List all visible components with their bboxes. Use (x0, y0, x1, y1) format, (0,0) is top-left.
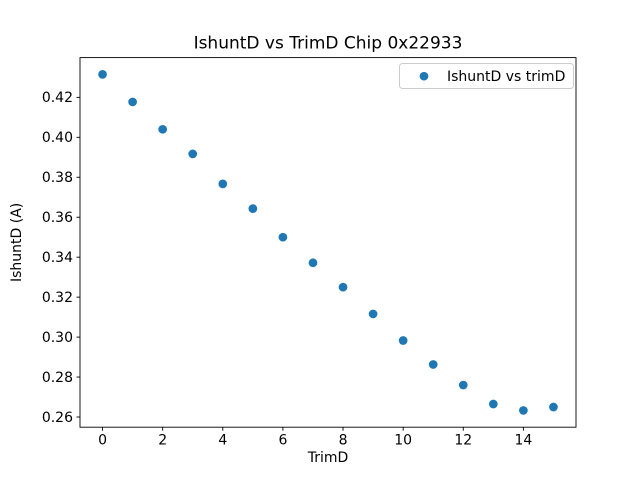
scatter-point (338, 282, 348, 292)
scatter-point (188, 149, 198, 159)
legend: IshuntD vs trimD (399, 63, 574, 89)
y-tick-label: 0.28 (42, 370, 73, 386)
y-tick-label: 0.30 (42, 330, 73, 346)
legend-box (399, 63, 574, 89)
scatter-point (549, 402, 558, 412)
scatter-point (218, 179, 228, 189)
y-tick-label: 0.38 (42, 170, 73, 186)
y-tick-label: 0.32 (42, 290, 73, 306)
x-tick-label: 12 (454, 433, 472, 449)
x-tick-label: 4 (218, 433, 227, 449)
y-tick-label: 0.40 (42, 130, 73, 146)
scatter-point (398, 336, 408, 345)
x-tick-label: 14 (514, 433, 532, 449)
chart-title: IshuntD vs TrimD Chip 0x22933 (194, 34, 463, 54)
legend-marker-icon (419, 71, 429, 81)
data-points (98, 70, 558, 415)
x-tick-label: 10 (394, 433, 412, 449)
x-axis: 0 2 4 6 8 10 12 14 (98, 427, 532, 449)
scatter-point (458, 380, 468, 390)
scatter-point (98, 70, 107, 79)
x-tick-label: 0 (98, 433, 107, 449)
scatter-point (519, 406, 528, 415)
scatter-point (308, 258, 318, 268)
scatter-point (428, 360, 438, 369)
y-tick-label: 0.34 (42, 250, 73, 266)
scatter-point (278, 232, 288, 242)
plot-border (79, 57, 577, 428)
y-axis: 0.26 0.28 0.30 0.32 0.34 0.36 0.38 0.40 0.42 (42, 90, 80, 426)
scatter-point (128, 97, 137, 107)
x-tick-label: 8 (339, 433, 348, 449)
y-axis-label: IshuntD (A) (9, 203, 25, 282)
y-tick-label: 0.26 (42, 410, 73, 426)
y-tick-label: 0.42 (42, 90, 73, 106)
scatter-point (368, 309, 378, 319)
scatter-point (248, 204, 258, 213)
x-axis-label: TrimD (307, 450, 349, 466)
scatter-point (488, 399, 498, 409)
legend-label: IshuntD vs trimD (447, 69, 565, 85)
x-tick-label: 2 (158, 433, 167, 449)
y-tick-label: 0.36 (42, 210, 73, 226)
x-tick-label: 6 (278, 433, 287, 449)
scatter-point (158, 124, 168, 134)
